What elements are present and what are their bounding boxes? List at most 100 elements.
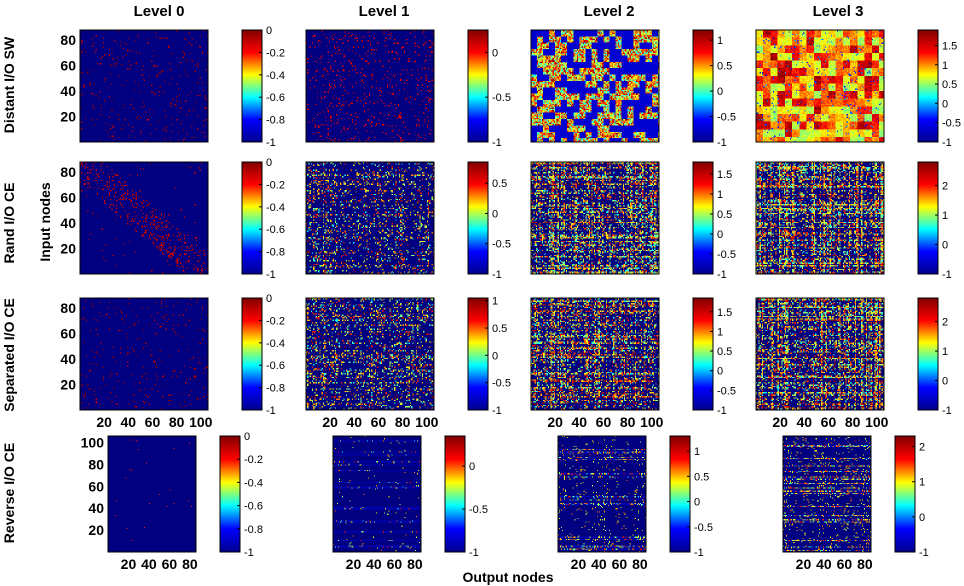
colorbar-tick-label: -0.5 (717, 249, 736, 261)
y-tick-label: 60 (88, 478, 104, 494)
colorbar-tick-label: -0.5 (469, 504, 488, 516)
colorbar-tick-label: 0 (492, 350, 498, 362)
colorbar-tick-label: 0 (942, 376, 948, 388)
colorbar-tick-label: 0 (717, 366, 723, 378)
colorbar-tick-label: -0.8 (266, 247, 285, 259)
colorbar-tick-label: 0 (244, 431, 250, 443)
heatmap-image (756, 30, 884, 142)
x-tick-label: 20 (571, 556, 587, 572)
colorbar-tick-label: 0 (469, 461, 475, 473)
heatmap-frame (755, 161, 885, 275)
row-label-1: Rand I/O CE (1, 183, 17, 264)
x-tick-label: 60 (145, 414, 161, 430)
heatmap-image (80, 298, 208, 410)
colorbar-tick-label: -0.6 (266, 360, 285, 372)
heatmap-image (80, 162, 208, 274)
colorbar-tick-label: -1 (942, 405, 952, 417)
colorbar-tick-label: -1 (492, 405, 502, 417)
panel-r0-c1: 0 -0.5 -1 (305, 29, 511, 149)
panel-r3-c1: 0 -0.5 -1 (332, 435, 488, 559)
colorbar (894, 435, 916, 553)
colorbar-tick-label: 0.5 (717, 209, 732, 221)
row-label-3: Reverse I/O CE (1, 443, 17, 543)
colorbar-tick-label: -0.8 (266, 115, 285, 127)
colorbar-tick-label: 0.5 (717, 61, 732, 73)
x-axis-label: Output nodes (463, 569, 554, 585)
y-tick-label: 60 (60, 190, 76, 206)
heatmap-frame (755, 297, 885, 411)
heatmap-image (531, 30, 659, 142)
y-tick-label: 100 (81, 435, 105, 451)
x-tick-label: 80 (845, 414, 861, 430)
colorbar-tick-label: 0 (266, 25, 272, 37)
heatmap-image (306, 162, 434, 274)
colorbar-tick-label: 0.5 (492, 178, 507, 190)
x-tick-label: 20 (322, 414, 338, 430)
x-tick-label: 20 (772, 414, 788, 430)
x-tick-label: 40 (141, 556, 157, 572)
heatmap-frame (305, 161, 435, 275)
colorbar-tick-label: -1 (942, 269, 952, 281)
colorbar-tick-label: -0.4 (266, 338, 285, 350)
colorbar-tick-label: -0.4 (244, 477, 263, 489)
x-tick-label: 80 (857, 556, 873, 572)
panel-r1-c1: 0.5 0 -0.5 -1 (305, 161, 511, 281)
x-tick-label: 40 (366, 556, 382, 572)
column-title-level-2: Level 2 (584, 3, 635, 20)
colorbar (692, 161, 714, 275)
colorbar-tick-label: -1 (244, 547, 254, 559)
heatmap-image (558, 436, 646, 552)
colorbar-tick-label: -1 (717, 405, 727, 417)
panel-r1-c3: 2 1 0 -1 (755, 161, 952, 281)
x-tick-label: 60 (837, 556, 853, 572)
heatmap-frame (305, 297, 435, 411)
panel-r2-c2: 1.5 1 0.5 0 -0.5 -1 (530, 297, 736, 417)
colorbar-tick-label: -0.2 (266, 179, 285, 191)
colorbar-tick-label: 1 (694, 446, 700, 458)
x-tick-label: 60 (596, 414, 612, 430)
colorbar (669, 435, 691, 553)
colorbar-tick-label: 0 (717, 229, 723, 241)
colorbar-tick-label: -1 (492, 269, 502, 281)
colorbar-tick-label: 0 (492, 47, 498, 59)
y-tick-label: 20 (60, 241, 76, 257)
x-tick-label: 80 (395, 414, 411, 430)
x-tick-label: 80 (407, 556, 423, 572)
x-tick-label: 60 (162, 556, 178, 572)
x-tick-label: 60 (612, 556, 628, 572)
colorbar-tick-label: -0.4 (266, 202, 285, 214)
y-tick-label: 80 (60, 32, 76, 48)
x-tick-label: 60 (821, 414, 837, 430)
colorbar-tick-label: -1 (492, 137, 502, 149)
x-tick-label: 100 (865, 414, 889, 430)
colorbar-tick-label: -1 (469, 547, 479, 559)
colorbar-tick-label: -1 (717, 137, 727, 149)
colorbar-tick-label: 1 (942, 60, 948, 72)
heatmap-frame (332, 435, 422, 553)
colorbar-tick-label: -1 (266, 405, 276, 417)
colorbar (467, 29, 489, 143)
colorbar-tick-label: 0.5 (717, 346, 732, 358)
colorbar-tick-label: 0.5 (942, 79, 957, 91)
y-tick-label: 40 (60, 83, 76, 99)
x-tick-label: 20 (96, 414, 112, 430)
x-tick-label: 40 (797, 414, 813, 430)
colorbar-tick-label: -0.5 (694, 522, 713, 534)
colorbar (917, 297, 939, 411)
column-title-level-1: Level 1 (359, 3, 410, 20)
heatmap-frame (79, 297, 209, 411)
x-tick-label: 20 (121, 556, 137, 572)
heatmap-image (531, 162, 659, 274)
colorbar (241, 297, 263, 411)
y-tick-label: 20 (60, 377, 76, 393)
x-tick-label: 20 (547, 414, 563, 430)
panel-r3-c3: 2 1 0 -1 (782, 435, 929, 559)
colorbar-tick-label: -1 (717, 269, 727, 281)
colorbar-tick-label: 2 (942, 181, 948, 193)
colorbar (917, 29, 939, 143)
heatmap-image (756, 298, 884, 410)
colorbar-tick-label: -0.5 (492, 239, 511, 251)
panel-r3-c0: 0 -0.2 -0.4 -0.6 -0.8 -1 (107, 431, 263, 559)
colorbar (692, 29, 714, 143)
x-tick-label: 60 (387, 556, 403, 572)
